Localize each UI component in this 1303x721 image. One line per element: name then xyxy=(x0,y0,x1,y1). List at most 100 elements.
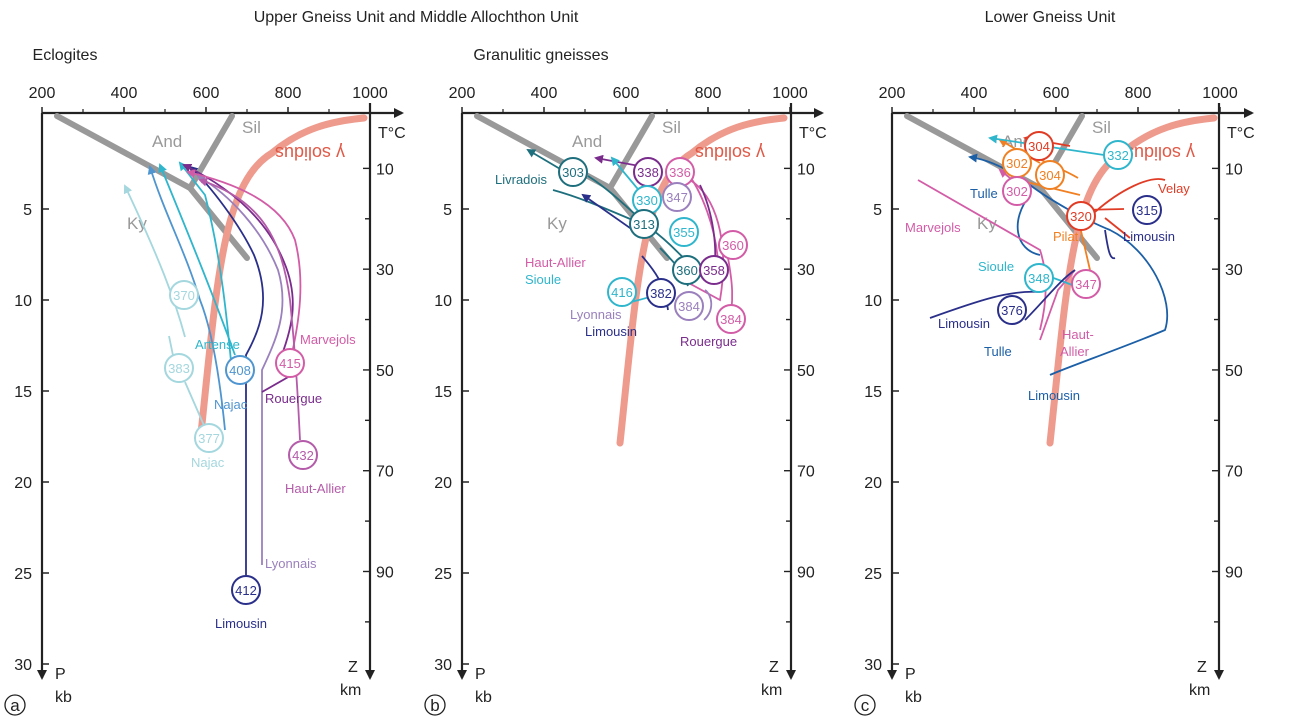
age-label: 358 xyxy=(703,263,725,278)
and-label: And xyxy=(572,132,602,151)
pt-path xyxy=(1104,217,1131,239)
age-circle xyxy=(629,209,659,239)
age-label: 348 xyxy=(1028,271,1050,286)
temperature-tick-label: 1000 xyxy=(1202,85,1238,102)
pt-path xyxy=(1039,269,1076,341)
depth-axis-label: Z xyxy=(1197,659,1207,676)
age-circle xyxy=(1066,201,1096,231)
pt-path-lyonnais xyxy=(196,174,284,565)
pt-path xyxy=(182,164,294,366)
pressure-axis-label: P xyxy=(475,666,486,683)
panel-letter: a xyxy=(10,696,20,715)
age-label: 313 xyxy=(633,217,655,232)
locality-label: Najac xyxy=(191,455,225,470)
pressure-tick-label: 5 xyxy=(23,202,32,219)
locality-label: Marvejols xyxy=(905,220,961,235)
temperature-tick-label: 600 xyxy=(1043,85,1070,102)
locality-label: Marvejols xyxy=(300,332,356,347)
temperature-tick-label: 800 xyxy=(1125,85,1152,102)
pt-path xyxy=(186,169,302,363)
depth-unit: km xyxy=(340,682,361,699)
pressure-tick-label: 10 xyxy=(14,293,32,310)
age-label: 382 xyxy=(650,286,672,301)
age-label: 360 xyxy=(722,238,744,253)
sil-label: Sil xyxy=(662,118,681,137)
age-circle xyxy=(169,280,199,310)
temperature-tick-label: 200 xyxy=(29,85,56,102)
depth-tick-label: 90 xyxy=(376,564,394,581)
locality-label: Haut-Allier xyxy=(525,255,586,270)
locality-label: Artense xyxy=(195,337,240,352)
locality-label: Haut-Allier xyxy=(285,481,346,496)
locality-label: Lyonnais xyxy=(265,556,317,571)
depth-tick-label: 50 xyxy=(797,363,815,380)
pressure-tick-label: 15 xyxy=(14,384,32,401)
age-label: 384 xyxy=(678,299,700,314)
age-circle xyxy=(1024,131,1054,161)
pt-path xyxy=(1024,269,1076,321)
pressure-tick-label: 25 xyxy=(864,566,882,583)
locality-label: Limousin xyxy=(215,616,267,631)
depth-tick-label: 10 xyxy=(1225,161,1243,178)
depth-tick-label: 70 xyxy=(376,464,394,481)
age-label: 347 xyxy=(1075,277,1097,292)
age-circle xyxy=(1103,140,1133,170)
age-circle xyxy=(662,182,692,212)
pressure-tick-label: 30 xyxy=(434,657,452,674)
age-circle xyxy=(1132,195,1162,225)
pressure-axis-label: P xyxy=(55,666,66,683)
pt-path xyxy=(147,165,226,431)
depth-tick-label: 10 xyxy=(376,161,394,178)
age-circle xyxy=(225,355,255,385)
age-circle xyxy=(646,278,676,308)
depth-tick-label: 90 xyxy=(797,564,815,581)
age-label: 376 xyxy=(1001,303,1023,318)
depth-tick-label: 70 xyxy=(1225,464,1243,481)
age-circle xyxy=(288,440,318,470)
temperature-tick-label: 400 xyxy=(961,85,988,102)
panel-a-subtitle: Eclogites xyxy=(33,47,98,64)
locality-label: Tulle xyxy=(970,186,998,201)
age-label: 304 xyxy=(1028,139,1050,154)
locality-label: Limousin xyxy=(1028,388,1080,403)
panel-letter-circle xyxy=(854,694,876,716)
ky-label: Ky xyxy=(127,214,147,233)
locality-label: Limousin xyxy=(585,324,637,339)
temperature-tick-label: 1000 xyxy=(352,85,388,102)
temperature-tick-label: 200 xyxy=(879,85,906,102)
solidus-label: γ solidus xyxy=(1125,143,1195,163)
pressure-axis-label: P xyxy=(905,666,916,683)
locality-label: Rouergue xyxy=(265,391,322,406)
locality-label: Sioule xyxy=(525,272,561,287)
locality-label: Najac xyxy=(214,397,248,412)
ky-label: Ky xyxy=(547,214,567,233)
age-label: 315 xyxy=(1136,203,1158,218)
temperature-tick-label: 400 xyxy=(531,85,558,102)
temperature-tick-label: 800 xyxy=(275,85,302,102)
age-circle xyxy=(997,295,1027,325)
locality-label: Sioule xyxy=(978,259,1014,274)
age-circle xyxy=(1024,263,1054,293)
pt-path xyxy=(673,179,724,302)
locality-label: Velay xyxy=(1158,181,1190,196)
pressure-tick-label: 20 xyxy=(434,475,452,492)
depth-axis-label: Z xyxy=(348,659,358,676)
depth-tick-label: 50 xyxy=(376,363,394,380)
locality-label: Rouergue xyxy=(680,334,737,349)
panel-c: 200 400 600 800 1000 T°C 5 10 15 20 25 30 Pkb 10 30 50 7… xyxy=(854,85,1255,716)
temperature-tick-label: 800 xyxy=(695,85,722,102)
pressure-tick-label: 15 xyxy=(434,384,452,401)
locality-label: Haut- xyxy=(1062,327,1094,342)
age-circle xyxy=(1035,160,1065,190)
age-circle xyxy=(558,157,588,187)
pressure-tick-label: 30 xyxy=(14,657,32,674)
age-circle xyxy=(194,423,224,453)
age-label: 377 xyxy=(198,431,220,446)
age-circle xyxy=(718,230,748,260)
age-circle xyxy=(164,353,194,383)
locality-label: Limousin xyxy=(938,316,990,331)
pressure-tick-label: 30 xyxy=(864,657,882,674)
pt-path xyxy=(684,169,719,263)
panel-letter-circle xyxy=(4,694,26,716)
